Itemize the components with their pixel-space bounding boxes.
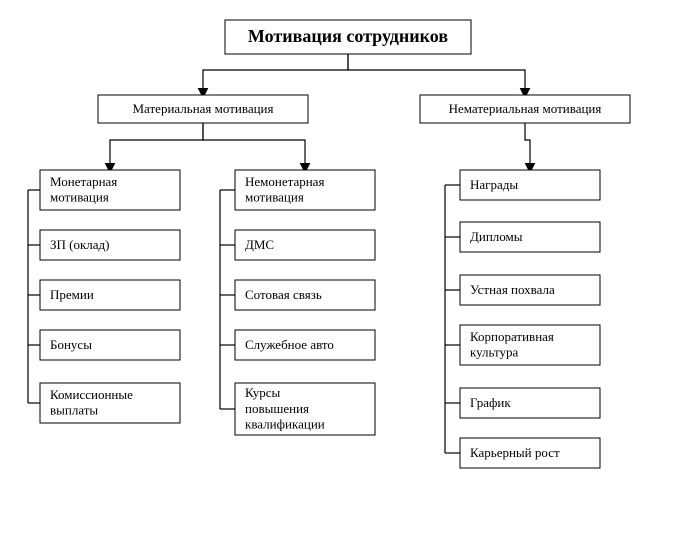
node-label: квалификации (245, 416, 325, 431)
arrow-mat-to-mon (110, 123, 203, 170)
node-label: График (470, 395, 511, 410)
node-label: Карьерный рост (470, 445, 560, 460)
node-zp: ЗП (оклад) (40, 230, 180, 260)
node-graf: График (460, 388, 600, 418)
node-bonus: Бонусы (40, 330, 180, 360)
node-nemat: Нематериальная мотивация (420, 95, 630, 123)
node-kursy: Курсыповышенияквалификации (235, 383, 375, 435)
node-mat: Материальная мотивация (98, 95, 308, 123)
node-label: ДМС (245, 237, 274, 252)
motivation-diagram: Мотивация сотрудников Материальная мотива… (0, 0, 678, 549)
node-kar: Карьерный рост (460, 438, 600, 468)
node-label: Служебное авто (245, 337, 334, 352)
node-label: культура (470, 345, 518, 360)
node-label: Немонетарная (245, 174, 324, 189)
node-label: Сотовая связь (245, 287, 322, 302)
node-mon: Монетарнаямотивация (40, 170, 180, 210)
arrow-root-to-nemat (348, 54, 525, 95)
node-prem: Премии (40, 280, 180, 310)
node-nemon: Немонетарнаямотивация (235, 170, 375, 210)
node-label: повышения (245, 401, 309, 416)
node-label: Нематериальная мотивация (449, 101, 602, 116)
node-label: Бонусы (50, 337, 92, 352)
node-label: мотивация (245, 190, 304, 205)
node-label: Дипломы (470, 229, 523, 244)
node-label: Монетарная (50, 174, 117, 189)
node-label: Награды (470, 177, 518, 192)
node-label: Курсы (245, 385, 280, 400)
node-dms: ДМС (235, 230, 375, 260)
node-komis: Комиссионныевыплаты (40, 383, 180, 423)
node-label: Комиссионные (50, 387, 133, 402)
node-label: Премии (50, 287, 94, 302)
node-nagr: Награды (460, 170, 600, 200)
arrow-mat-to-nemon (203, 123, 305, 170)
node-label: Корпоративная (470, 329, 554, 344)
node-korp: Корпоративнаякультура (460, 325, 600, 365)
node-auto: Служебное авто (235, 330, 375, 360)
node-root: Мотивация сотрудников (225, 20, 471, 54)
node-label: выплаты (50, 403, 98, 418)
node-label: Материальная мотивация (133, 101, 274, 116)
node-label: Устная похвала (470, 282, 555, 297)
arrow-nemat-to-nagr (525, 123, 530, 170)
node-dipl: Дипломы (460, 222, 600, 252)
node-label: Мотивация сотрудников (248, 26, 448, 46)
arrow-root-to-mat (203, 54, 348, 95)
nodes-layer: Мотивация сотрудников Материальная мотива… (40, 20, 630, 468)
node-label: ЗП (оклад) (50, 237, 110, 252)
node-label: мотивация (50, 190, 109, 205)
node-sot: Сотовая связь (235, 280, 375, 310)
node-ust: Устная похвала (460, 275, 600, 305)
